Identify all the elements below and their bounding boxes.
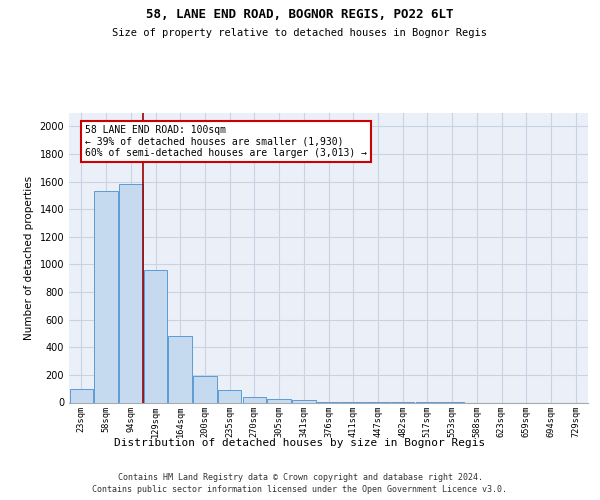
Text: Contains HM Land Registry data © Crown copyright and database right 2024.: Contains HM Land Registry data © Crown c… bbox=[118, 473, 482, 482]
Bar bbox=[169, 336, 192, 402]
Bar bbox=[193, 376, 217, 402]
Bar bbox=[292, 400, 316, 402]
Bar bbox=[144, 270, 167, 402]
Text: Contains public sector information licensed under the Open Government Licence v3: Contains public sector information licen… bbox=[92, 486, 508, 494]
Bar bbox=[218, 390, 241, 402]
Bar bbox=[242, 397, 266, 402]
Text: Distribution of detached houses by size in Bognor Regis: Distribution of detached houses by size … bbox=[115, 438, 485, 448]
Y-axis label: Number of detached properties: Number of detached properties bbox=[24, 176, 34, 340]
Text: 58, LANE END ROAD, BOGNOR REGIS, PO22 6LT: 58, LANE END ROAD, BOGNOR REGIS, PO22 6L… bbox=[146, 8, 454, 20]
Bar bbox=[70, 388, 93, 402]
Bar bbox=[119, 184, 143, 402]
Text: Size of property relative to detached houses in Bognor Regis: Size of property relative to detached ho… bbox=[113, 28, 487, 38]
Bar bbox=[94, 191, 118, 402]
Text: 58 LANE END ROAD: 100sqm
← 39% of detached houses are smaller (1,930)
60% of sem: 58 LANE END ROAD: 100sqm ← 39% of detach… bbox=[85, 125, 367, 158]
Bar bbox=[268, 399, 291, 402]
